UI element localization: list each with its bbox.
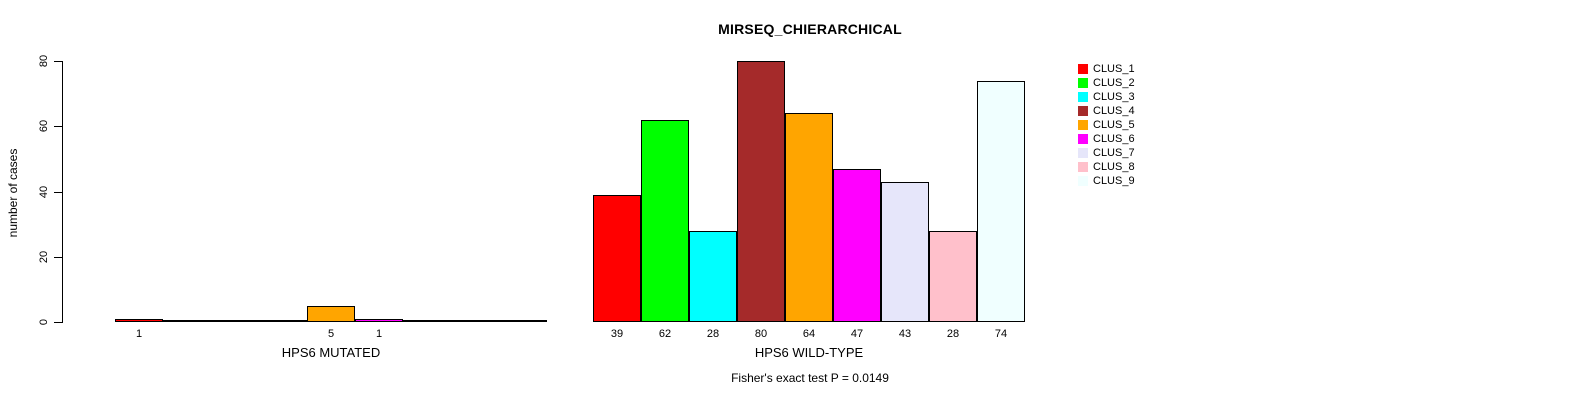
legend-color-swatch [1078, 162, 1088, 172]
bar-value-label: 80 [754, 328, 768, 340]
legend-item-label: CLUS_5 [1093, 119, 1135, 131]
legend-color-swatch [1078, 64, 1088, 74]
y-tick-label: 60 [38, 119, 50, 133]
legend-color-swatch [1078, 176, 1088, 186]
y-tick [54, 126, 62, 127]
chart-title: MIRSEQ_CHIERARCHICAL [718, 21, 902, 37]
y-tick-label: 80 [38, 54, 50, 68]
legend-item: CLUS_1 [1078, 62, 1135, 76]
bar-zero-g1-clus_9 [499, 320, 547, 322]
legend-item: CLUS_6 [1078, 132, 1135, 146]
legend-item-label: CLUS_8 [1093, 161, 1135, 173]
legend-item-label: CLUS_2 [1093, 77, 1135, 89]
bar-g2-clus_8 [929, 231, 977, 322]
bar-g2-clus_1 [593, 195, 641, 322]
y-tick-label: 0 [38, 318, 50, 326]
legend-color-swatch [1078, 92, 1088, 102]
y-tick [54, 61, 62, 62]
legend-item: CLUS_9 [1078, 174, 1135, 188]
bar-g1-clus_5 [307, 306, 355, 322]
legend-item-label: CLUS_6 [1093, 133, 1135, 145]
bar-g1-clus_6 [355, 319, 403, 322]
bar-g2-clus_6 [833, 169, 881, 322]
bar-value-label: 5 [327, 328, 335, 340]
fisher-test-annotation: Fisher's exact test P = 0.0149 [731, 371, 889, 385]
bar-g2-clus_9 [977, 81, 1025, 322]
y-tick-label: 20 [38, 250, 50, 264]
bar-value-label: 28 [706, 328, 720, 340]
group-label-hps6-mutated: HPS6 MUTATED [281, 345, 381, 360]
bar-value-label: 64 [802, 328, 816, 340]
bar-g2-clus_3 [689, 231, 737, 322]
y-tick [54, 257, 62, 258]
legend-color-swatch [1078, 120, 1088, 130]
legend-item-label: CLUS_9 [1093, 175, 1135, 187]
y-tick [54, 192, 62, 193]
bar-zero-g1-clus_4 [259, 320, 307, 322]
legend-item-label: CLUS_7 [1093, 147, 1135, 159]
bar-zero-g1-clus_8 [451, 320, 499, 322]
legend-item: CLUS_8 [1078, 160, 1135, 174]
legend-item-label: CLUS_1 [1093, 63, 1135, 75]
legend-color-swatch [1078, 78, 1088, 88]
bar-g1-clus_1 [115, 319, 163, 322]
legend-color-swatch [1078, 148, 1088, 158]
bar-g2-clus_7 [881, 182, 929, 322]
bar-value-label: 43 [898, 328, 912, 340]
bar-zero-g1-clus_3 [211, 320, 259, 322]
bar-value-label: 39 [610, 328, 624, 340]
bar-zero-g1-clus_2 [163, 320, 211, 322]
bar-g2-clus_5 [785, 113, 833, 322]
bar-value-label: 47 [850, 328, 864, 340]
bar-value-label: 62 [658, 328, 672, 340]
legend-item: CLUS_7 [1078, 146, 1135, 160]
bar-g2-clus_2 [641, 120, 689, 322]
y-axis-label: number of cases [6, 148, 20, 238]
bar-value-label: 1 [135, 328, 143, 340]
legend-item-label: CLUS_3 [1093, 91, 1135, 103]
group-label-hps6-wild-type: HPS6 WILD-TYPE [754, 345, 864, 360]
legend-item-label: CLUS_4 [1093, 105, 1135, 117]
bar-zero-g1-clus_7 [403, 320, 451, 322]
bar-value-label: 1 [375, 328, 383, 340]
y-tick-label: 40 [38, 185, 50, 199]
legend-item: CLUS_4 [1078, 104, 1135, 118]
legend-color-swatch [1078, 134, 1088, 144]
y-axis-line [62, 61, 63, 323]
legend-color-swatch [1078, 106, 1088, 116]
legend-item: CLUS_2 [1078, 76, 1135, 90]
legend-item: CLUS_5 [1078, 118, 1135, 132]
legend-item: CLUS_3 [1078, 90, 1135, 104]
bar-value-label: 74 [994, 328, 1008, 340]
bar-value-label: 28 [946, 328, 960, 340]
legend: CLUS_1 CLUS_2 CLUS_3 CLUS_4 CLUS_5 CLUS_6 CLUS… [1078, 62, 1135, 188]
y-tick [54, 322, 62, 323]
bar-g2-clus_4 [737, 61, 785, 322]
